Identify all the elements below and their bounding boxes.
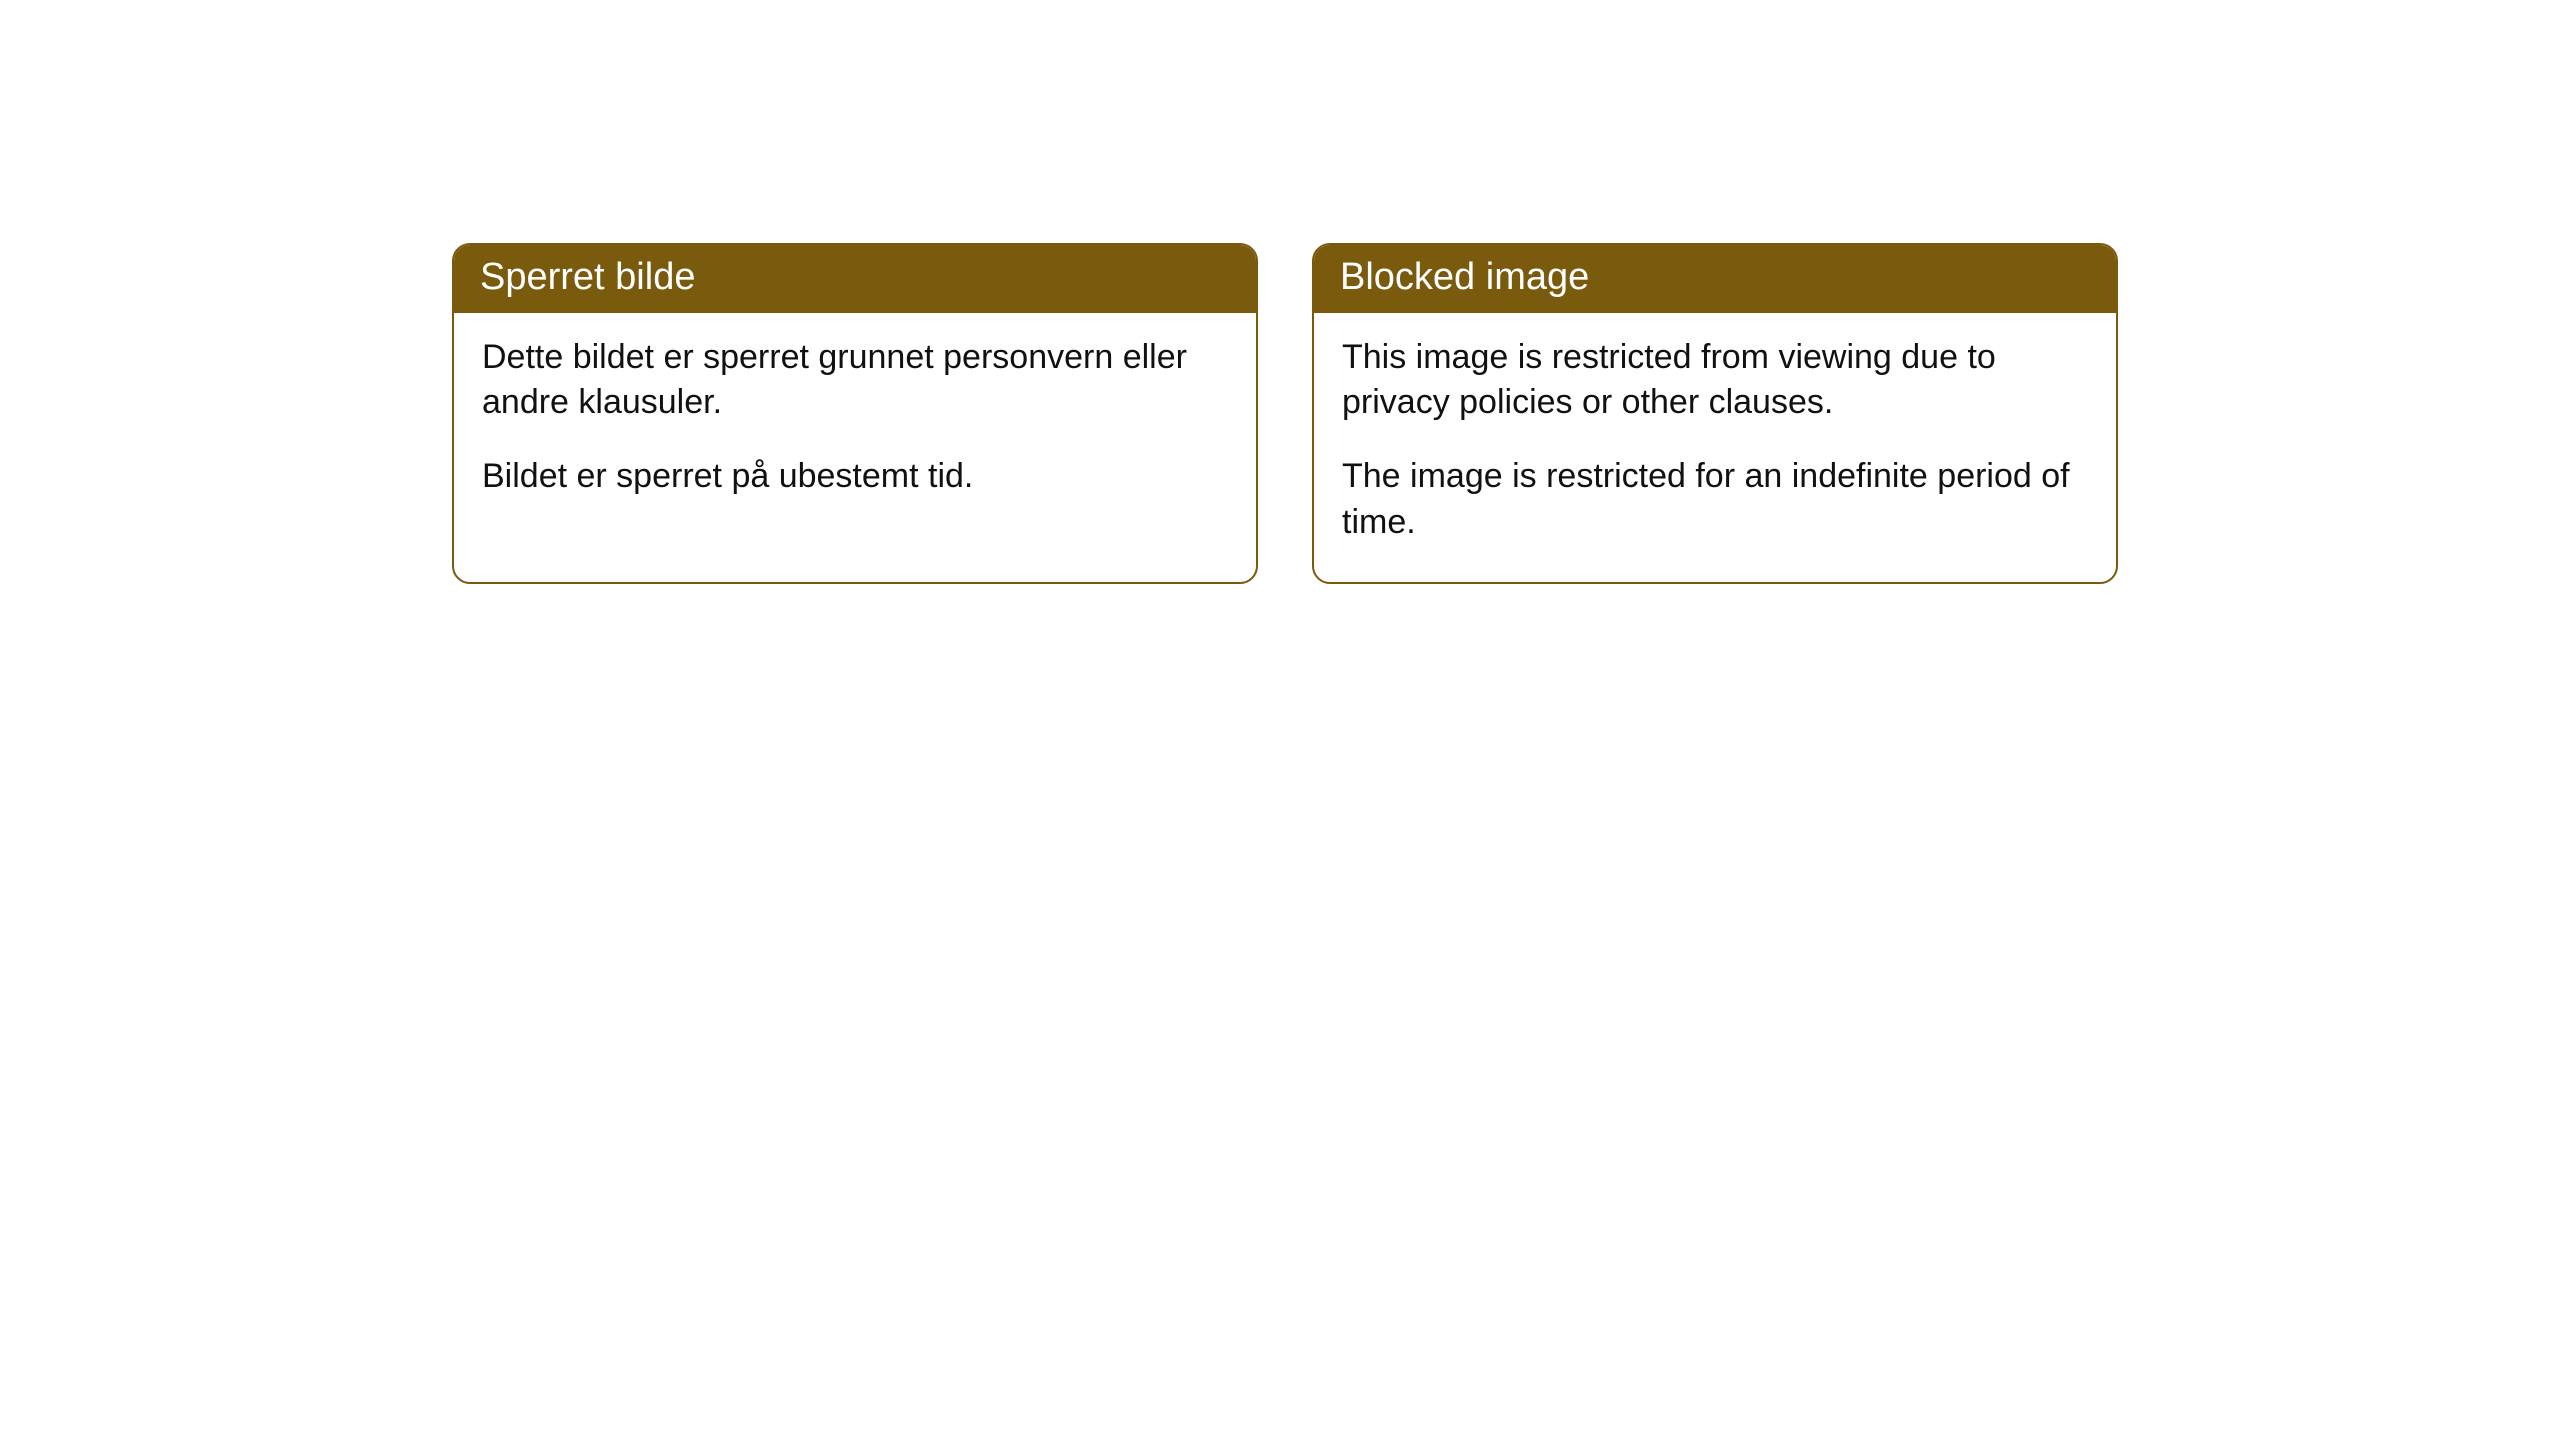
card-body-no: Dette bildet er sperret grunnet personve… bbox=[454, 313, 1256, 537]
cards-container: Sperret bilde Dette bildet er sperret gr… bbox=[0, 0, 2560, 584]
card-para1-en: This image is restricted from viewing du… bbox=[1342, 335, 2088, 427]
card-para2-no: Bildet er sperret på ubestemt tid. bbox=[482, 454, 1228, 500]
card-para2-en: The image is restricted for an indefinit… bbox=[1342, 454, 2088, 546]
card-para1-no: Dette bildet er sperret grunnet personve… bbox=[482, 335, 1228, 427]
card-body-en: This image is restricted from viewing du… bbox=[1314, 313, 2116, 583]
blocked-image-card-en: Blocked image This image is restricted f… bbox=[1312, 243, 2118, 584]
card-header-en: Blocked image bbox=[1314, 245, 2116, 313]
card-header-no: Sperret bilde bbox=[454, 245, 1256, 313]
blocked-image-card-no: Sperret bilde Dette bildet er sperret gr… bbox=[452, 243, 1258, 584]
